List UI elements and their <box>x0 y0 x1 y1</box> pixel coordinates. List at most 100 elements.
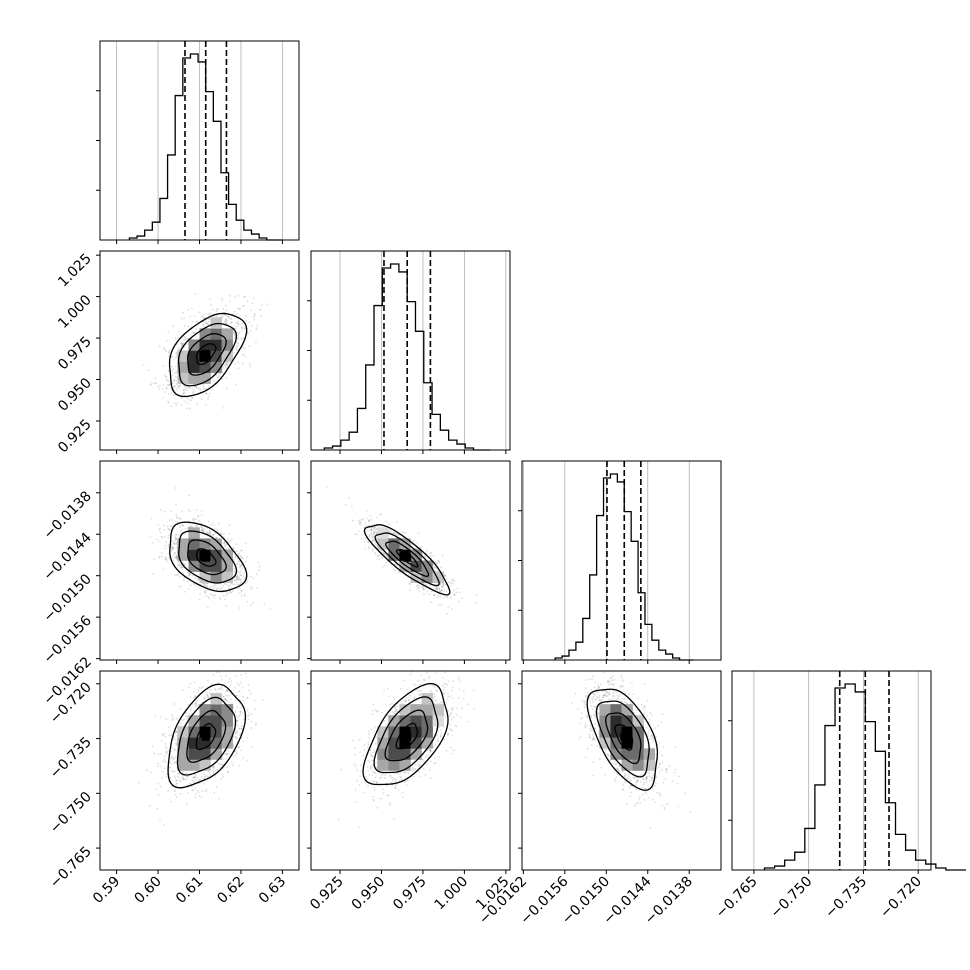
sample-point <box>220 586 223 589</box>
sample-point <box>260 304 263 307</box>
sample-point <box>655 753 657 756</box>
sample-point <box>417 585 420 588</box>
sample-point <box>360 523 362 526</box>
sample-point <box>147 369 150 372</box>
sample-point <box>218 762 221 765</box>
sample-point <box>222 307 225 310</box>
sample-point <box>223 542 226 545</box>
sample-point <box>204 591 206 594</box>
sample-point <box>610 677 613 679</box>
sample-point <box>193 385 196 388</box>
sample-point <box>643 683 646 685</box>
sample-point <box>430 554 433 557</box>
sample-point <box>176 775 179 778</box>
sample-point <box>227 694 230 697</box>
sample-point <box>230 322 233 324</box>
sample-point <box>397 533 400 536</box>
sample-point <box>215 374 218 377</box>
sample-point <box>429 552 432 555</box>
sample-point <box>175 351 178 354</box>
sample-point <box>181 510 184 513</box>
sample-point <box>170 356 173 359</box>
density-bin <box>632 759 644 771</box>
sample-point <box>451 689 454 692</box>
sample-point <box>183 563 186 566</box>
sample-point <box>233 296 236 298</box>
sample-point <box>643 712 646 715</box>
sample-point <box>375 528 377 531</box>
sample-point <box>442 692 445 695</box>
sample-point <box>668 765 671 767</box>
sample-point <box>205 585 208 588</box>
sample-point <box>242 575 245 578</box>
sample-point <box>237 578 239 581</box>
sample-point <box>165 350 168 352</box>
sample-point <box>389 774 391 777</box>
sample-point <box>170 545 173 548</box>
sample-point <box>223 753 226 756</box>
sample-point <box>228 294 231 297</box>
sample-point <box>175 376 177 378</box>
sample-point <box>624 691 627 693</box>
sample-point <box>171 756 173 759</box>
sample-point <box>202 387 205 390</box>
sample-point <box>348 497 351 499</box>
sample-point <box>160 509 162 511</box>
sample-point <box>217 681 220 684</box>
sample-point <box>375 781 378 784</box>
sample-point <box>193 331 196 334</box>
sample-point <box>451 734 454 737</box>
sample-point <box>235 576 238 578</box>
sample-point <box>615 762 618 765</box>
sample-point <box>430 601 432 604</box>
histogram-panel-2 <box>521 460 722 661</box>
sample-point <box>169 525 172 527</box>
sample-point <box>660 721 662 723</box>
sample-point <box>359 775 362 778</box>
sample-point <box>229 300 232 303</box>
density-bin <box>632 737 644 749</box>
sample-point <box>167 401 170 404</box>
sample-point <box>370 765 372 768</box>
sample-point <box>207 695 210 698</box>
sample-point <box>185 802 188 805</box>
sample-point <box>234 579 237 582</box>
sample-point <box>166 747 168 749</box>
sample-point <box>166 752 169 755</box>
sample-point <box>192 518 194 520</box>
sample-point <box>232 547 235 550</box>
sample-point <box>202 313 205 316</box>
sample-point <box>208 314 211 317</box>
density-bin <box>177 361 189 373</box>
sample-point <box>432 593 435 596</box>
sample-point <box>419 760 422 763</box>
sample-point <box>247 683 250 686</box>
sample-point <box>174 793 177 796</box>
sample-point <box>252 297 255 299</box>
density-bin <box>188 759 200 771</box>
sample-point <box>435 690 437 692</box>
sample-point <box>250 746 253 748</box>
sample-point <box>367 546 370 548</box>
sample-point <box>241 326 243 329</box>
density-bin <box>377 726 389 738</box>
sample-point <box>648 775 651 778</box>
sample-point <box>383 689 385 692</box>
sample-point <box>396 772 399 775</box>
sample-point <box>210 683 213 686</box>
sample-point <box>239 710 241 713</box>
sample-point <box>360 764 363 767</box>
mode-bin <box>201 732 210 741</box>
sample-point <box>433 685 435 688</box>
sample-point <box>223 541 226 544</box>
sample-point <box>184 528 187 530</box>
sample-point <box>474 601 477 604</box>
sample-point <box>172 559 175 561</box>
sample-point <box>369 749 372 752</box>
sample-point <box>651 798 654 801</box>
sample-point <box>399 776 401 778</box>
sample-point <box>225 753 228 755</box>
sample-point <box>236 720 239 722</box>
sample-point <box>448 581 450 584</box>
sample-point <box>394 712 397 715</box>
